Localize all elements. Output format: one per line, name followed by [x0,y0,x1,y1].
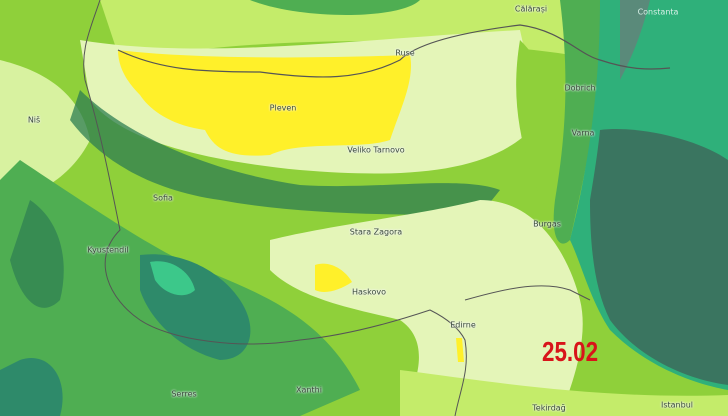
black-sea-deep [590,129,728,385]
city-label: Haskovo [352,287,386,297]
city-label: Xanthi [296,385,322,395]
band-north [100,0,600,60]
city-label: Călărași [514,4,548,14]
border-danube [117,24,671,78]
west-mountains [10,200,64,308]
date-label: 25.02 [542,336,599,367]
thracian-plain [270,200,583,416]
city-label: Varna [571,128,595,138]
east-green [516,40,564,210]
city-label: Kyustendil [87,245,129,255]
city-label: Edirne [450,320,476,330]
city-label: Serres [171,389,197,399]
city-label: Sofia [153,193,173,203]
coast-mid-green [553,0,603,244]
sea-band [620,0,650,80]
city-label: Istanbul [660,400,694,410]
yellow-zone-edirne [456,338,464,362]
city-label: Pleven [269,103,297,113]
city-label: Dobrich [564,83,596,93]
city-label: Veliko Tarnovo [347,145,405,155]
city-label: Ruse [395,48,415,58]
city-label: Tekirdağ [532,403,566,413]
sw-mountains [0,358,63,416]
marmara-coast [400,370,728,416]
band-north-dark [250,0,420,15]
balkan-mountains [70,90,500,215]
border-west-south [83,0,467,416]
city-label: Constanta [637,7,679,17]
rila-peak [150,261,195,296]
city-label: Niš [27,115,41,125]
border-turkey [464,285,591,301]
city-label: Burgas [533,219,561,229]
yellow-zone-haskovo [315,263,352,293]
city-label: Stara Zagora [349,227,403,237]
